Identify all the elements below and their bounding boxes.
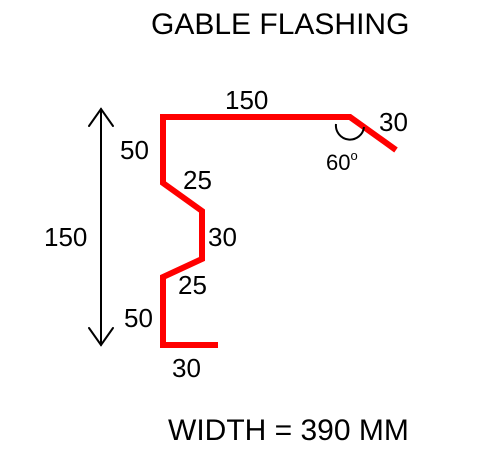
middle-vertical-label: 30 xyxy=(208,222,237,252)
angle-value: 60 xyxy=(326,150,350,175)
upper-diagonal-label: 25 xyxy=(183,165,212,195)
degree-mark: o xyxy=(350,148,357,163)
height-dimension-arrow xyxy=(88,107,114,347)
upper-vertical-label: 50 xyxy=(120,135,149,165)
diagram-title: GABLE FLASHING xyxy=(151,8,409,41)
lower-vertical-label: 50 xyxy=(124,303,153,333)
bottom-return-label: 30 xyxy=(172,353,201,383)
top-length-label: 150 xyxy=(225,85,268,115)
drip-edge-label: 30 xyxy=(379,107,408,137)
height-arrowhead-top xyxy=(88,107,114,127)
height-arrowhead-bottom xyxy=(88,327,114,347)
lower-diagonal-label: 25 xyxy=(178,270,207,300)
width-note: WIDTH = 390 MM xyxy=(168,414,409,447)
angle-label: 60o xyxy=(326,148,358,175)
flashing-profile xyxy=(160,114,398,348)
angle-arc xyxy=(334,123,365,141)
overall-height-label: 150 xyxy=(44,222,87,252)
